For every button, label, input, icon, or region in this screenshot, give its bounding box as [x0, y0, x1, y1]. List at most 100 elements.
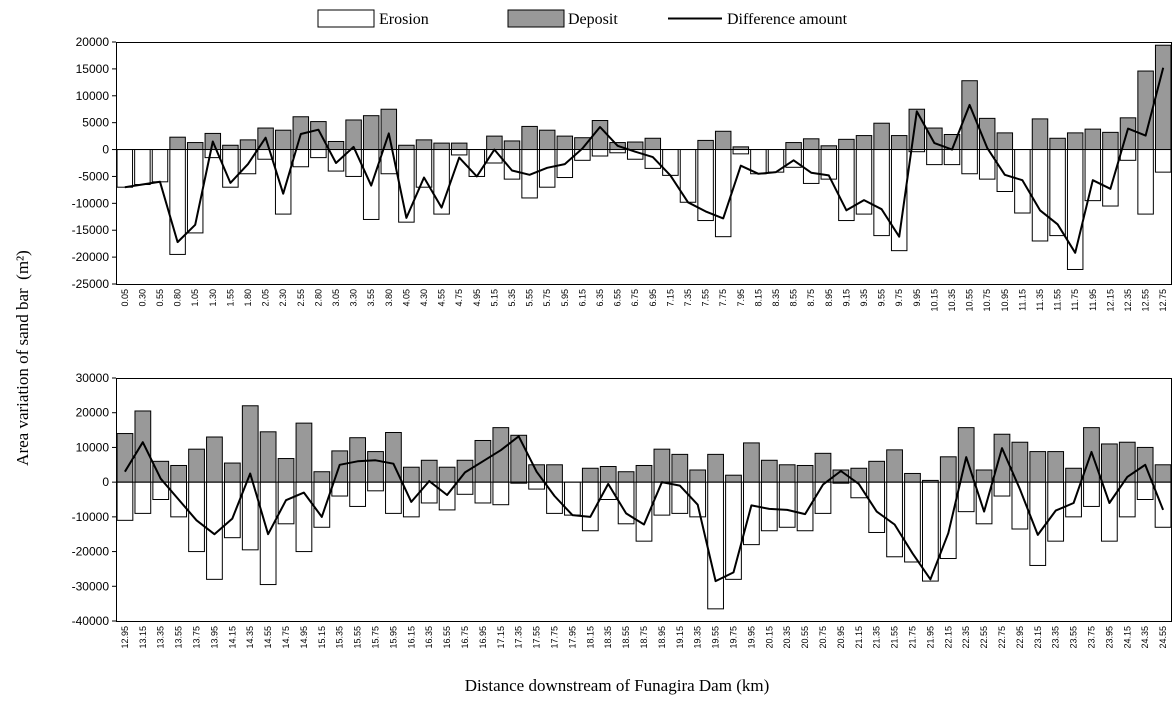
x-tick-label: 2.30 — [278, 289, 288, 307]
x-tick-label: 15.35 — [335, 626, 345, 649]
x-tick-label: 10.75 — [982, 289, 992, 312]
deposit-bar — [510, 434, 528, 483]
x-tick-label: 22.95 — [1015, 626, 1025, 649]
deposit-bar — [617, 471, 635, 483]
deposit-bar — [1102, 131, 1119, 151]
x-tick-label: 6.15 — [577, 289, 587, 307]
legend: Erosion Deposit Difference amount — [317, 9, 848, 28]
erosion-bar — [450, 149, 468, 156]
x-tick-label: 19.15 — [675, 626, 685, 649]
erosion-bar — [1119, 149, 1137, 161]
x-tick-label: 5.35 — [507, 289, 517, 307]
x-tick-label: 22.55 — [979, 626, 989, 649]
deposit-bar — [239, 139, 257, 151]
deposit-bar — [380, 108, 398, 151]
deposit-bar — [743, 442, 760, 483]
x-tick-label: 21.75 — [907, 626, 917, 649]
y-tick-label: 5000 — [82, 116, 109, 130]
x-tick-label: 24.55 — [1158, 626, 1168, 649]
x-tick-label: 10.55 — [965, 289, 975, 312]
legend-erosion-swatch — [317, 9, 375, 28]
deposit-bar — [433, 142, 450, 151]
erosion-bar — [274, 149, 292, 215]
y-tick-label: -30000 — [72, 579, 110, 593]
erosion-bar — [1083, 481, 1100, 507]
deposit-bar — [961, 80, 978, 151]
difference-amount-line — [124, 435, 1165, 583]
deposit-bar — [362, 115, 380, 151]
erosion-bar — [1136, 481, 1154, 500]
erosion-bar — [398, 149, 415, 223]
y-tick-label: -20000 — [72, 545, 110, 559]
panel-bottom: 30000 20000 10000 0 -10000 -20000 -30000 -40000… — [72, 371, 1172, 649]
x-tick-label: 0.55 — [155, 289, 165, 307]
x-tick-label: 21.35 — [872, 626, 882, 649]
deposit-bar — [402, 466, 420, 483]
deposit-bar — [521, 125, 538, 151]
x-tick-label: 16.55 — [442, 626, 452, 649]
x-tick-label: 4.75 — [454, 289, 464, 307]
deposit-bar — [644, 137, 662, 151]
x-tick-label: 2.80 — [313, 289, 323, 307]
x-axis-title: Distance downstream of Funagira Dam (km) — [465, 676, 770, 695]
deposit-bar — [890, 135, 908, 151]
x-tick-label: 8.35 — [771, 289, 781, 307]
x-tick-label: 6.95 — [648, 289, 658, 307]
deposit-bar — [1154, 44, 1172, 151]
deposit-bar — [886, 449, 903, 483]
erosion-bar — [591, 149, 609, 157]
deposit-bar — [1084, 128, 1102, 151]
deposit-bar — [1049, 137, 1066, 151]
erosion-bar — [961, 149, 978, 175]
x-tick-label: 16.35 — [424, 626, 434, 649]
x-tick-label: 19.55 — [711, 626, 721, 649]
deposit-bar — [438, 466, 456, 483]
deposit-bar — [116, 433, 134, 483]
deposit-bar — [785, 142, 802, 151]
deposit-bar — [820, 145, 838, 151]
deposit-bar — [904, 472, 921, 483]
x-tick-label: 23.55 — [1069, 626, 1079, 649]
deposit-bar — [796, 464, 814, 483]
erosion-bar — [714, 149, 732, 238]
x-tick-label: 0.30 — [137, 289, 147, 307]
erosion-bar — [855, 149, 873, 215]
deposit-bar — [707, 453, 724, 483]
deposit-bar — [838, 138, 855, 151]
deposit-bar — [223, 462, 241, 483]
deposit-bar — [802, 138, 820, 151]
x-tick-label: 14.35 — [245, 626, 255, 649]
deposit-bar — [345, 119, 362, 151]
x-tick-label: 17.55 — [532, 626, 542, 649]
x-tick-label: 18.95 — [657, 626, 667, 649]
erosion-bar — [349, 481, 367, 507]
erosion-bar — [707, 481, 724, 610]
erosion-bar — [474, 481, 492, 504]
y-tick-label: 10000 — [76, 440, 110, 454]
x-tick-label: 6.75 — [630, 289, 640, 307]
x-tick-label: 14.75 — [281, 626, 291, 649]
erosion-bar — [134, 481, 152, 514]
difference-amount-line — [124, 67, 1165, 254]
erosion-bar — [277, 481, 295, 525]
x-tick-label: 21.15 — [854, 626, 864, 649]
x-tick-label: 10.95 — [1000, 289, 1010, 312]
deposit-bar — [868, 460, 886, 483]
x-tick-label: 8.75 — [806, 289, 816, 307]
y-tick-label: -5000 — [78, 169, 109, 183]
x-tick-label: 6.55 — [613, 289, 623, 307]
deposit-bar — [1031, 118, 1049, 151]
erosion-bar — [385, 481, 402, 514]
x-tick-label: 7.15 — [665, 289, 675, 307]
erosion-bar — [415, 149, 433, 188]
x-tick-label: 16.95 — [478, 626, 488, 649]
deposit-bar — [398, 144, 415, 151]
erosion-bar — [926, 149, 943, 166]
x-tick-label: 4.05 — [401, 289, 411, 307]
erosion-bar — [116, 481, 134, 521]
x-tick-label: 4.30 — [419, 289, 429, 307]
y-tick-label: -15000 — [72, 223, 110, 237]
x-tick-label: 14.95 — [299, 626, 309, 649]
x-tick-label: 1.30 — [208, 289, 218, 307]
x-tick-label: 16.15 — [406, 626, 416, 649]
